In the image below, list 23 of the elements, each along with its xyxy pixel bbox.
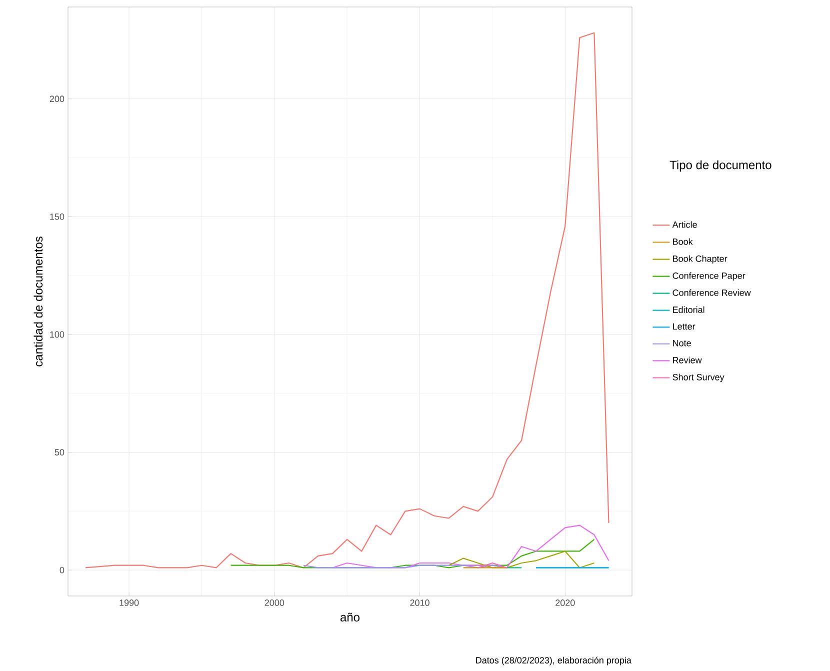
legend-label: Conference Review: [672, 289, 751, 296]
y-tick-label: 0: [60, 566, 64, 574]
x-axis-title: año: [340, 612, 360, 622]
y-tick-label: 150: [50, 213, 64, 220]
legend-label: Article: [672, 221, 697, 228]
legend-label: Short Survey: [672, 374, 724, 382]
legend-title: Tipo de documento: [670, 160, 772, 172]
legend-label: Conference Paper: [672, 272, 746, 281]
legend-label: Book: [673, 238, 693, 245]
legend-label: Book Chapter: [673, 255, 728, 264]
x-tick-label: 2010: [410, 600, 430, 606]
legend-label: Letter: [673, 323, 696, 330]
legend-label: Note: [673, 340, 691, 346]
x-tick-label: 2000: [264, 600, 284, 606]
legend-label: Editorial: [673, 306, 704, 313]
y-axis-title: cantidad de documentos: [34, 236, 43, 366]
y-tick-label: 100: [50, 331, 64, 338]
y-tick-label: 50: [54, 449, 64, 456]
text: Datos (28/02/2023), elaboración propia: [476, 656, 632, 666]
x-tick-label: 1990: [120, 600, 139, 606]
legend-label: Review: [673, 356, 702, 364]
y-tick-label: 200: [50, 96, 64, 102]
x-tick-label: 2020: [556, 600, 575, 606]
